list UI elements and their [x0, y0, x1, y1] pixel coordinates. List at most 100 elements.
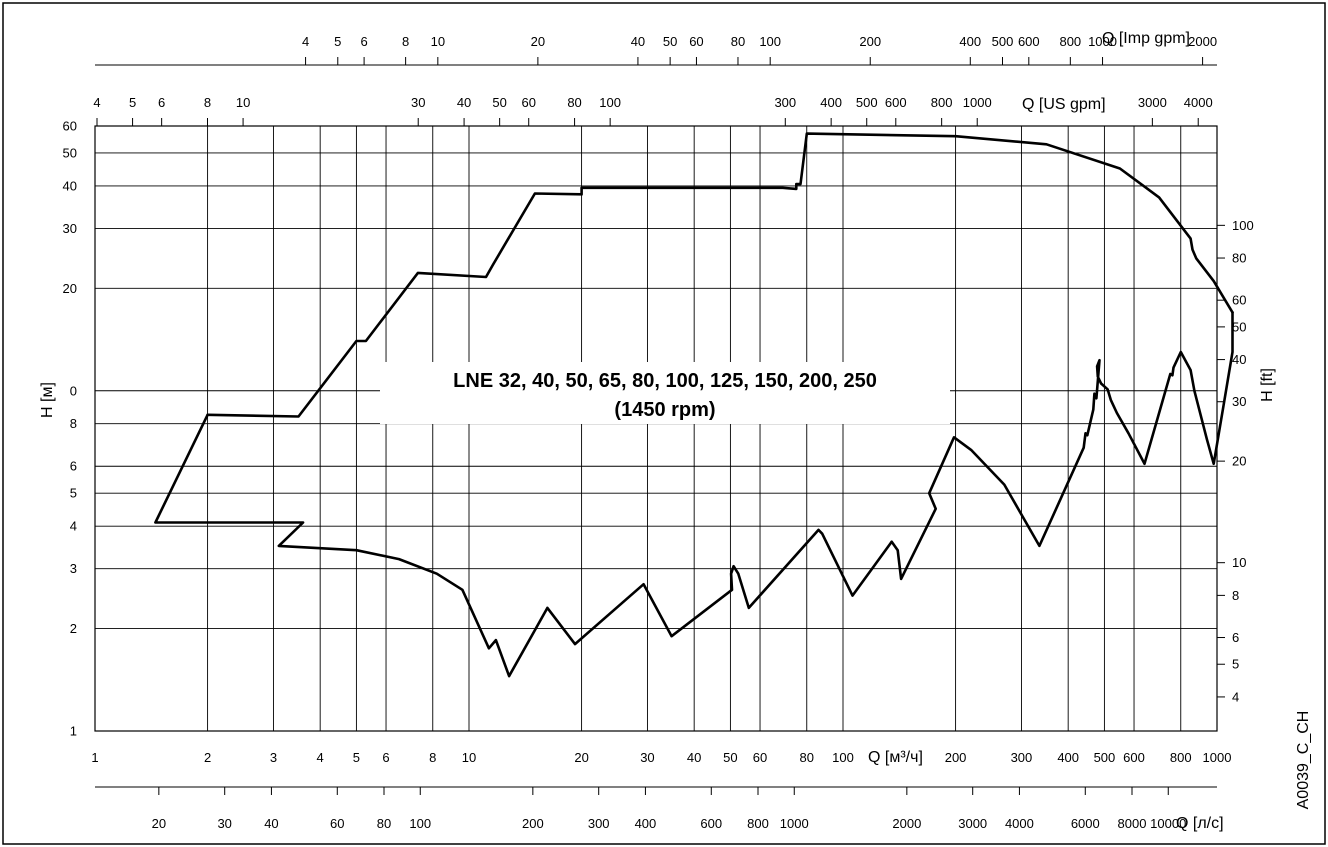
- us-gpm-tick-label: 3000: [1138, 95, 1167, 110]
- imp-gpm-tick-label: 20: [531, 34, 545, 49]
- ft-tick-label: 6: [1232, 630, 1239, 645]
- x-axis-label-us-gpm: Q [US gpm]: [1022, 96, 1106, 113]
- ft-tick-label: 30: [1232, 394, 1246, 409]
- ft-tick-label: 10: [1232, 555, 1246, 570]
- envelope-upper-curve: [206, 132, 1234, 418]
- x-tick-label: 2: [204, 750, 211, 765]
- x-tick-label: 30: [640, 750, 654, 765]
- us-gpm-tick-label: 30: [411, 95, 425, 110]
- x-axis-label-imp-gpm: Q [Imp gpm]: [1102, 30, 1190, 47]
- y-tick-label: 50: [63, 145, 77, 160]
- title-background: [380, 362, 950, 424]
- ls-tick-label: 400: [635, 816, 657, 831]
- y-tick-label: 8: [70, 416, 77, 431]
- ls-tick-label: 60: [330, 816, 344, 831]
- us-gpm-tick-label: 50: [492, 95, 506, 110]
- ls-tick-label: 600: [700, 816, 722, 831]
- imp-gpm-tick-label: 400: [959, 34, 981, 49]
- x-tick-label: 1: [91, 750, 98, 765]
- ls-tick-label: 30: [217, 816, 231, 831]
- us-gpm-tick-label: 60: [521, 95, 535, 110]
- imp-gpm-tick-label: 80: [731, 34, 745, 49]
- ls-tick-label: 8000: [1118, 816, 1147, 831]
- imp-gpm-tick-label: 200: [859, 34, 881, 49]
- us-gpm-tick-label: 4000: [1184, 95, 1213, 110]
- chart-subtitle: (1450 rpm): [614, 399, 715, 421]
- x-tick-label: 40: [687, 750, 701, 765]
- imp-gpm-tick-label: 10: [431, 34, 445, 49]
- us-gpm-tick-label: 80: [567, 95, 581, 110]
- x-tick-label: 1000: [1203, 750, 1232, 765]
- imp-gpm-tick-label: 4: [302, 34, 309, 49]
- y-tick-label: 3: [70, 561, 77, 576]
- ls-tick-label: 800: [747, 816, 769, 831]
- x-tick-label: 100: [832, 750, 854, 765]
- x-tick-label: 10: [462, 750, 476, 765]
- curve-layer: [154, 132, 1234, 678]
- x-tick-label: 400: [1057, 750, 1079, 765]
- ft-tick-label: 60: [1232, 293, 1246, 308]
- imp-gpm-tick-label: 800: [1059, 34, 1081, 49]
- us-gpm-tick-label: 6: [158, 95, 165, 110]
- imp-gpm-tick-label: 500: [992, 34, 1014, 49]
- x-tick-label: 3: [270, 750, 277, 765]
- imp-gpm-tick-label: 40: [631, 34, 645, 49]
- y-tick-label: 30: [63, 221, 77, 236]
- y-tick-label: 6: [70, 459, 77, 474]
- ls-tick-label: 3000: [958, 816, 987, 831]
- y-tick-label: 20: [63, 281, 77, 296]
- plot-area-border: [94, 125, 1218, 732]
- y-tick-label: 4: [70, 519, 77, 534]
- us-gpm-tick-label: 100: [599, 95, 621, 110]
- imp-gpm-tick-label: 2000: [1188, 34, 1217, 49]
- x-tick-label: 80: [800, 750, 814, 765]
- ft-tick-label: 100: [1232, 218, 1254, 233]
- ft-tick-label: 40: [1232, 352, 1246, 367]
- axis-layer: 1 2 3 4 5 6 8 10 20 30 40 50 60 80 100 200 300 400 500 600 8…: [63, 34, 1254, 831]
- x-tick-label: 200: [945, 750, 967, 765]
- x-tick-label: 60: [753, 750, 767, 765]
- ls-tick-label: 40: [264, 816, 278, 831]
- y-tick-label: 0: [70, 383, 77, 398]
- title-block: LNE 32, 40, 50, 65, 80, 100, 125, 150, 2…: [380, 362, 950, 424]
- x-tick-label: 500: [1094, 750, 1116, 765]
- us-gpm-tick-label: 500: [856, 95, 878, 110]
- watermark-code: A0039_C_CH: [1295, 711, 1312, 810]
- envelope-lower-curve: [154, 311, 1234, 678]
- ls-tick-label: 80: [377, 816, 391, 831]
- us-gpm-tick-label: 800: [931, 95, 953, 110]
- us-gpm-tick-label: 300: [774, 95, 796, 110]
- ft-tick-label: 50: [1232, 319, 1246, 334]
- x-tick-label: 50: [723, 750, 737, 765]
- x-tick-label: 4: [317, 750, 324, 765]
- ls-tick-label: 10000: [1150, 816, 1186, 831]
- imp-gpm-tick-label: 5: [334, 34, 341, 49]
- x-tick-label: 800: [1170, 750, 1192, 765]
- imp-gpm-tick-label: 100: [759, 34, 781, 49]
- y-tick-label: 40: [63, 178, 77, 193]
- y-axis-label-ft: H [ft]: [1259, 368, 1276, 402]
- x-tick-label: 5: [353, 750, 360, 765]
- imp-gpm-tick-label: 600: [1018, 34, 1040, 49]
- x-axis-label-m3h: Q [м³/ч]: [868, 749, 923, 766]
- us-gpm-tick-label: 10: [236, 95, 250, 110]
- ls-tick-label: 6000: [1071, 816, 1100, 831]
- x-tick-label: 8: [429, 750, 436, 765]
- us-gpm-tick-label: 1000: [963, 95, 992, 110]
- us-gpm-tick-label: 40: [457, 95, 471, 110]
- imp-gpm-tick-label: 8: [402, 34, 409, 49]
- ls-tick-label: 1000: [780, 816, 809, 831]
- x-tick-label: 300: [1011, 750, 1033, 765]
- y-axis-label-m: H [м]: [39, 382, 56, 418]
- y-tick-label: 2: [70, 621, 77, 636]
- ft-tick-label: 80: [1232, 251, 1246, 266]
- x-tick-label: 20: [574, 750, 588, 765]
- ls-tick-label: 200: [522, 816, 544, 831]
- ls-tick-label: 300: [588, 816, 610, 831]
- grid-layer: [94, 125, 1218, 732]
- y-tick-label: 5: [70, 486, 77, 501]
- us-gpm-tick-label: 4: [93, 95, 100, 110]
- imp-gpm-tick-label: 50: [663, 34, 677, 49]
- y-tick-label: 60: [63, 119, 77, 134]
- x-tick-label: 6: [382, 750, 389, 765]
